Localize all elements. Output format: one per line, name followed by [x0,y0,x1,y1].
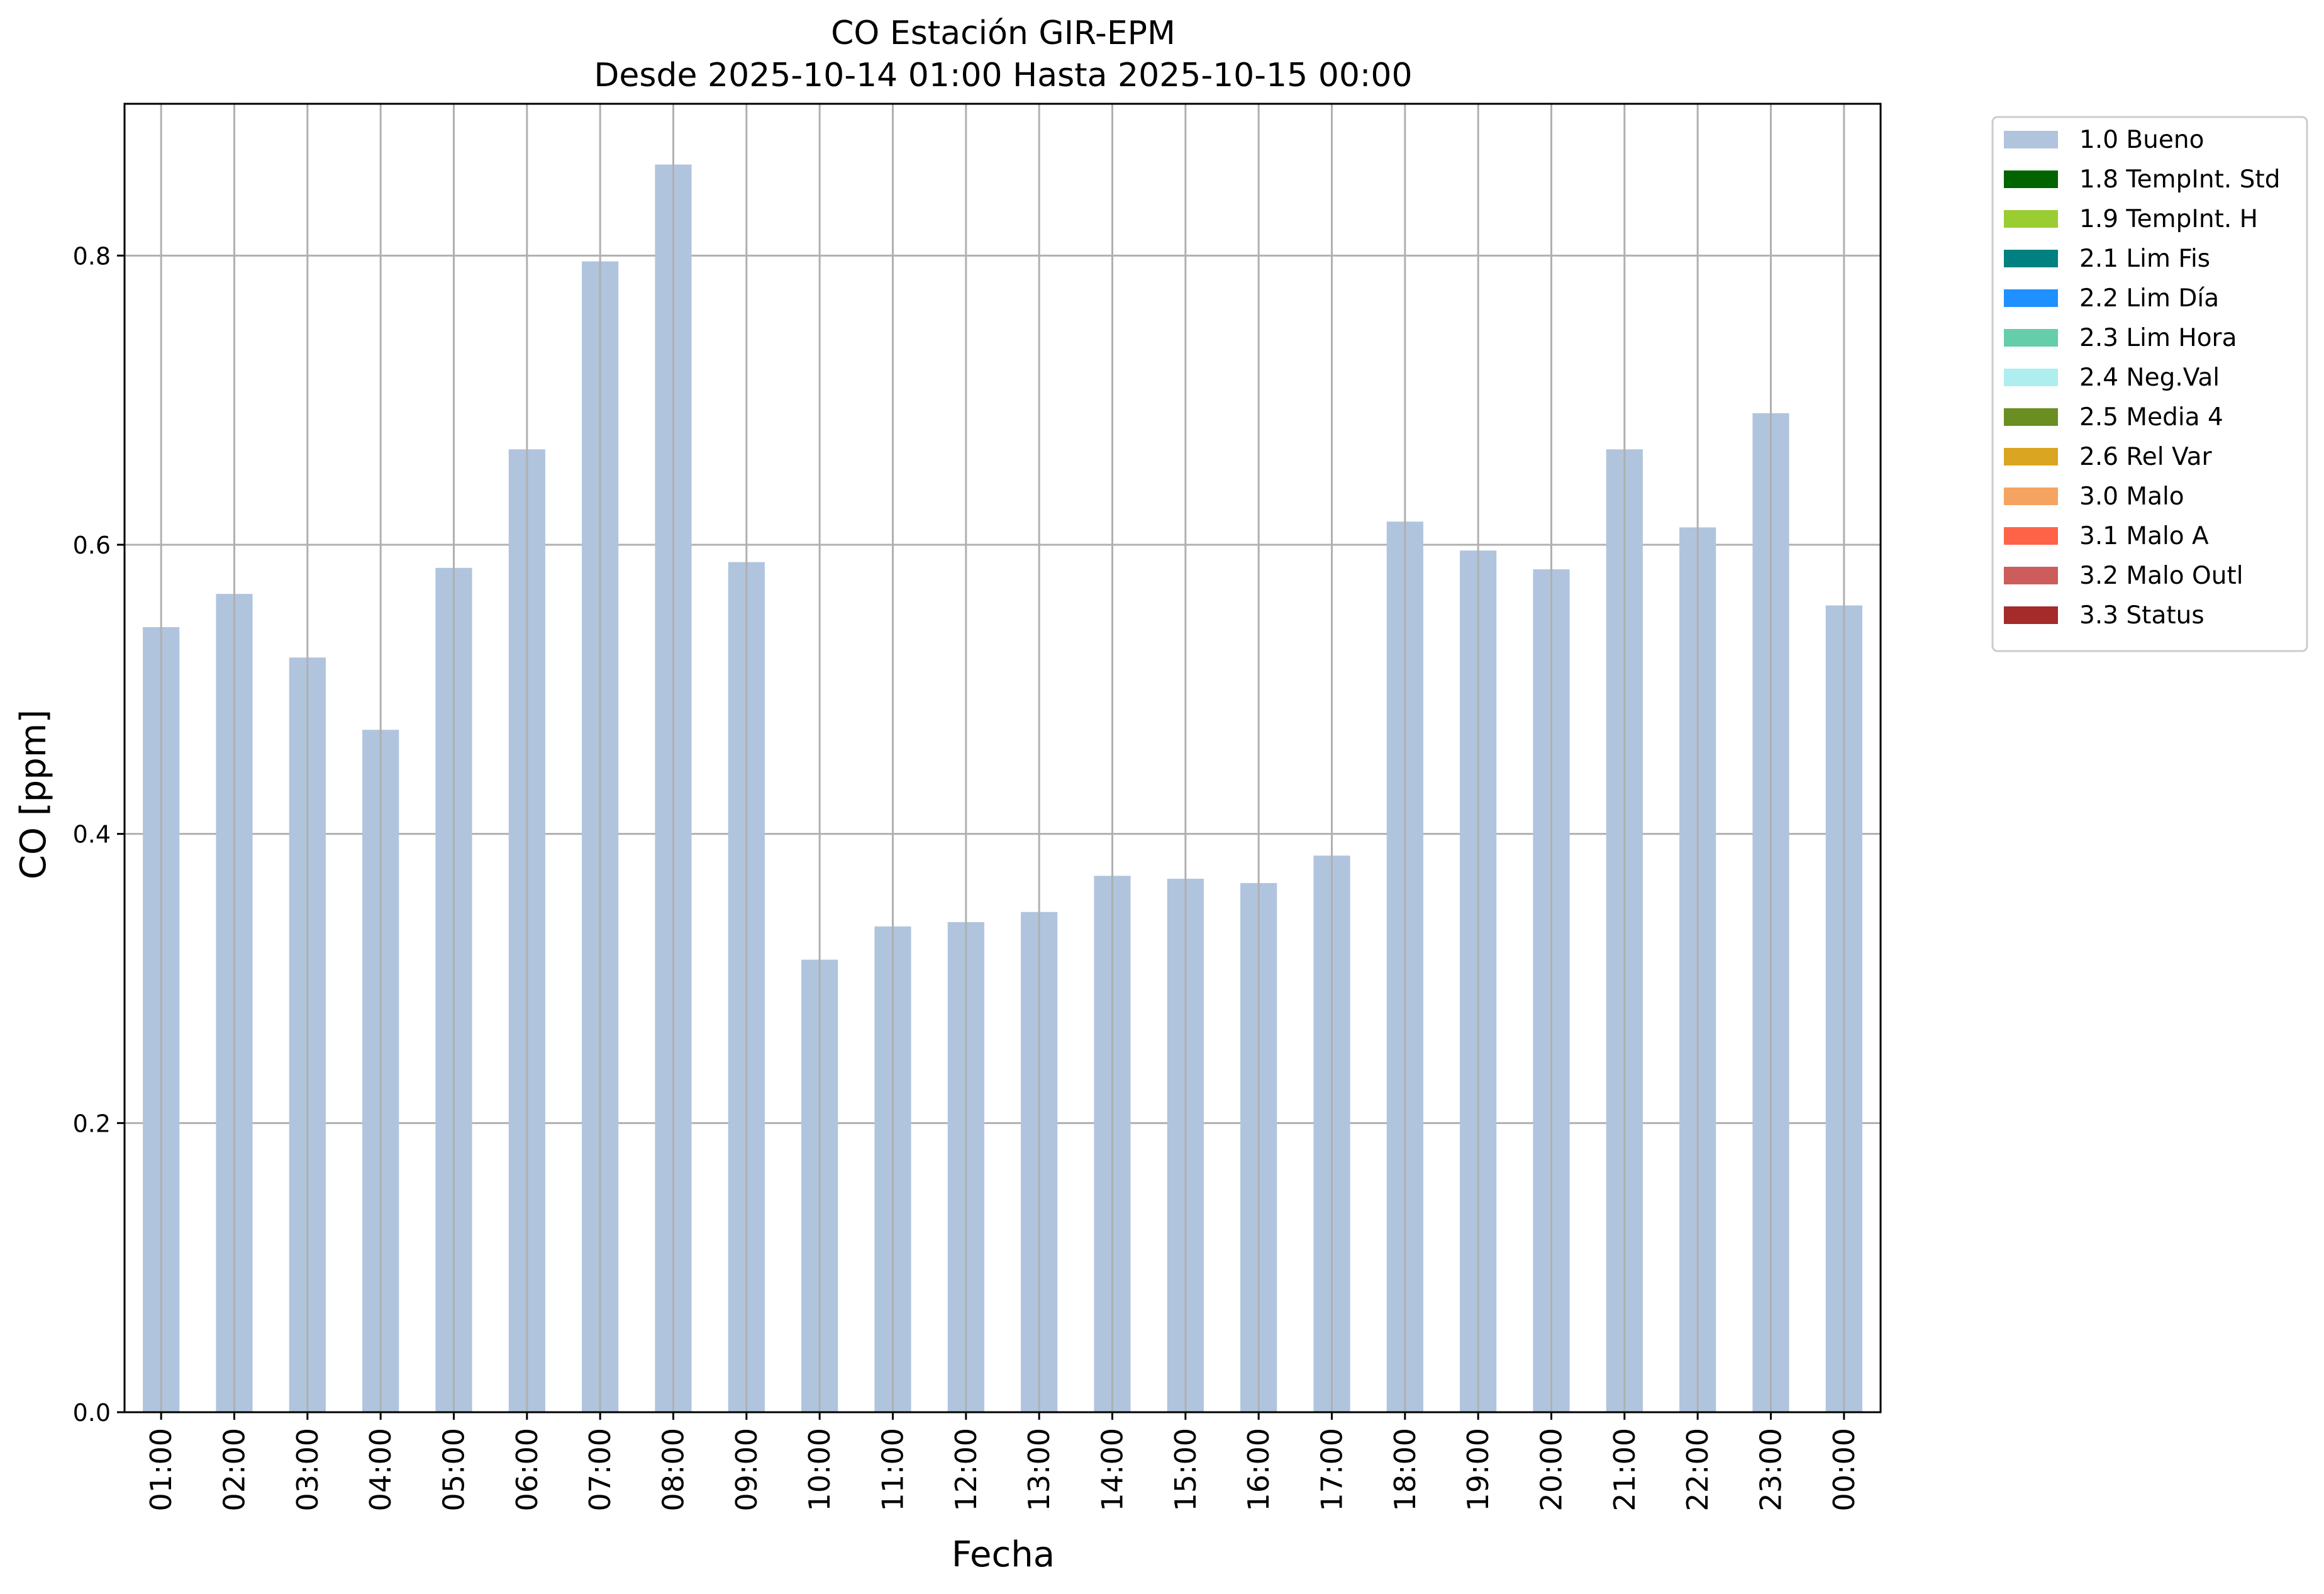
x-tick-label: 21:00 [1608,1428,1642,1512]
plot-frame [123,103,1882,1413]
y-tick-label: 0.4 [73,821,111,849]
x-tick-label: 06:00 [510,1428,544,1512]
legend-swatch [2004,170,2058,188]
x-axis-ticks: 01:00 02:00 03:00 04:00 05:00 06:00 07:00 08:00… [144,1412,1861,1512]
legend-label: 1.8 TempInt. Std [2079,165,2280,194]
x-tick-label: 01:00 [144,1428,178,1512]
x-tick-label: 00:00 [1827,1428,1861,1512]
y-axis-label: CO [ppm] [13,710,54,879]
legend-label: 2.5 Media 4 [2079,403,2223,432]
x-tick-label: 16:00 [1242,1428,1276,1512]
legend-label: 3.0 Malo [2079,482,2184,511]
legend-label: 1.9 TempInt. H [2079,205,2258,233]
y-tick-label: 0.6 [73,532,111,559]
legend: 1.0 Bueno 1.8 TempInt. Std 1.9 TempInt. H 2… [1991,116,2308,652]
x-tick-label: 14:00 [1096,1428,1130,1512]
legend-swatch [2004,448,2058,465]
x-tick-label: 07:00 [583,1428,617,1512]
legend-swatch [2004,606,2058,624]
x-tick-label: 03:00 [291,1428,325,1512]
x-tick-label: 17:00 [1315,1428,1349,1512]
legend-swatch [2004,250,2058,267]
x-tick-label: 19:00 [1461,1428,1495,1512]
x-tick-label: 10:00 [803,1428,837,1512]
legend-swatch [2004,131,2058,148]
chart-title: CO Estación GIR-EPM [831,14,1176,52]
bars [143,164,1862,1413]
x-tick-label: 15:00 [1169,1428,1203,1512]
legend-label: 2.6 Rel Var [2079,443,2213,471]
y-tick-label: 0.8 [73,242,111,270]
legend-box [1991,116,2308,652]
y-tick-label: 0.0 [73,1399,111,1427]
x-tick-label: 02:00 [218,1428,252,1512]
legend-swatch [2004,329,2058,347]
chart-subtitle: Desde 2025-10-14 01:00 Hasta 2025-10-15 … [594,57,1412,94]
x-grid-over [160,104,1845,1412]
x-tick-label: 08:00 [657,1428,691,1512]
x-axis-label: Fecha [952,1534,1055,1575]
x-tick-label: 18:00 [1388,1428,1422,1512]
legend-swatch [2004,527,2058,545]
legend-swatch [2004,210,2058,228]
x-tick-label: 04:00 [364,1428,398,1512]
legend-label: 1.0 Bueno [2079,126,2204,154]
x-tick-label: 13:00 [1022,1428,1056,1512]
legend-label: 2.4 Neg.Val [2079,364,2220,392]
legend-label: 3.3 Status [2079,601,2204,630]
x-tick-label: 09:00 [730,1428,764,1512]
legend-label: 2.3 Lim Hora [2079,324,2237,352]
y-axis-ticks: 0.0 0.2 0.4 0.6 0.8 [73,242,125,1427]
x-tick-label: 22:00 [1681,1428,1715,1512]
legend-swatch [2004,408,2058,426]
legend-label: 2.2 Lim Día [2079,284,2219,313]
x-tick-label: 11:00 [876,1428,910,1512]
x-tick-label: 12:00 [949,1428,983,1512]
legend-swatch [2004,369,2058,386]
legend-swatch [2004,567,2058,584]
legend-label: 3.2 Malo Outl [2079,562,2243,590]
y-tick-label: 0.2 [73,1110,111,1137]
x-tick-label: 05:00 [437,1428,471,1512]
legend-label: 3.1 Malo A [2079,522,2209,550]
x-tick-label: 20:00 [1535,1428,1569,1512]
legend-swatch [2004,289,2058,307]
legend-label: 2.1 Lim Fis [2079,245,2210,273]
x-tick-label: 23:00 [1754,1428,1788,1512]
legend-swatch [2004,488,2058,505]
